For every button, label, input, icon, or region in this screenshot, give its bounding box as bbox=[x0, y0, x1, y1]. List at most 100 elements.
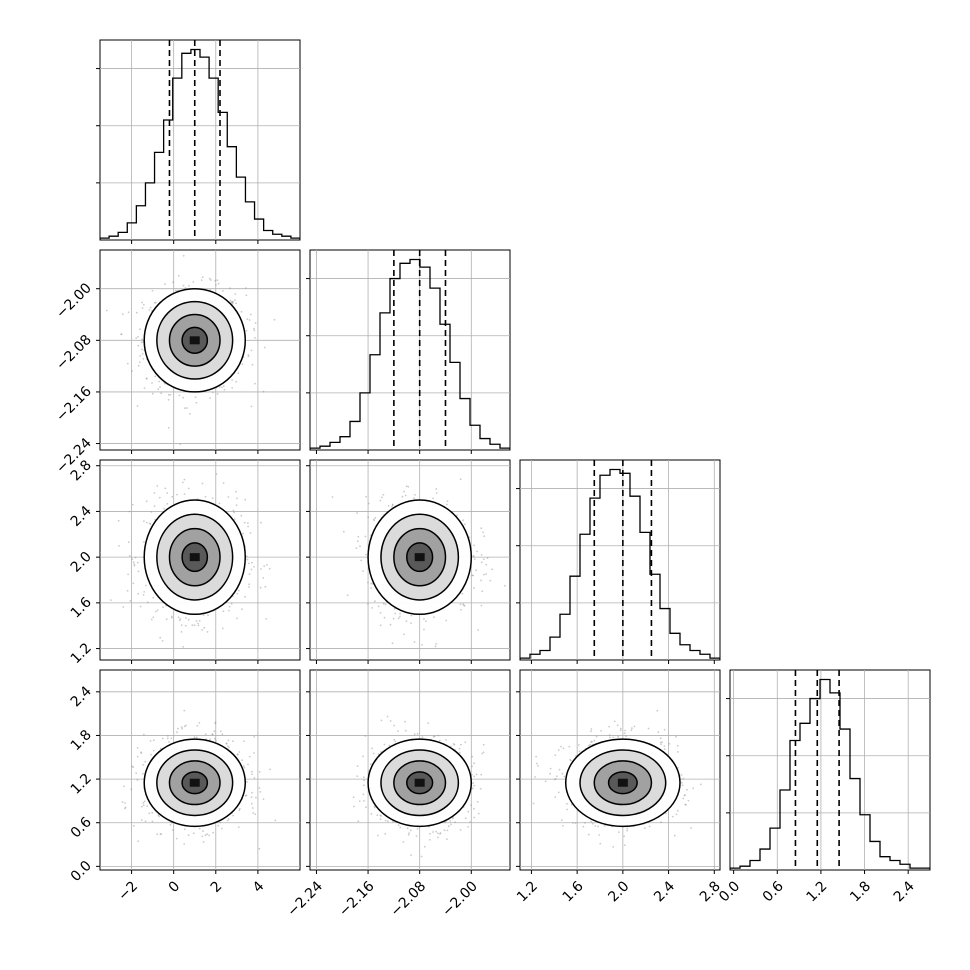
scatter-point bbox=[152, 739, 155, 742]
scatter-point bbox=[302, 802, 304, 804]
scatter-point bbox=[473, 775, 476, 778]
scatter-point bbox=[219, 821, 222, 824]
density-peak bbox=[189, 553, 200, 562]
scatter-point bbox=[182, 254, 185, 257]
scatter-point bbox=[132, 582, 135, 585]
scatter-point bbox=[220, 730, 222, 733]
scatter-point bbox=[240, 514, 243, 517]
scatter-point bbox=[432, 831, 434, 833]
scatter-point bbox=[148, 309, 151, 311]
scatter-point bbox=[126, 362, 129, 365]
scatter-point bbox=[260, 568, 262, 570]
scatter-point bbox=[377, 834, 379, 837]
scatter-point bbox=[245, 555, 248, 558]
scatter-point bbox=[180, 631, 183, 633]
scatter-point bbox=[208, 834, 211, 837]
scatter-point bbox=[259, 586, 262, 589]
scatter-point bbox=[475, 773, 478, 776]
scatter-point bbox=[133, 564, 136, 567]
scatter-point bbox=[665, 812, 667, 815]
scatter-point bbox=[128, 555, 131, 557]
scatter-point bbox=[623, 835, 625, 838]
scatter-point bbox=[471, 755, 474, 758]
scatter-point bbox=[456, 514, 458, 517]
scatter-point bbox=[140, 341, 143, 344]
scatter-point bbox=[208, 277, 211, 280]
scatter-point bbox=[356, 775, 359, 778]
scatter-point bbox=[476, 550, 478, 553]
scatter-point bbox=[175, 837, 178, 840]
scatter-point bbox=[218, 502, 221, 505]
scatter-point bbox=[143, 520, 145, 523]
scatter-point bbox=[150, 618, 153, 621]
scatter-point bbox=[399, 615, 401, 618]
scatter-point bbox=[408, 832, 410, 835]
scatter-point bbox=[724, 774, 726, 776]
scatter-point bbox=[214, 279, 217, 282]
scatter-point bbox=[416, 828, 419, 830]
scatter-point bbox=[238, 809, 241, 812]
scatter-point bbox=[383, 616, 386, 619]
scatter-point bbox=[145, 378, 148, 380]
scatter-point bbox=[405, 485, 408, 488]
scatter-point bbox=[128, 510, 131, 513]
scatter-point bbox=[557, 791, 560, 794]
scatter-point bbox=[472, 787, 474, 790]
scatter-point bbox=[386, 715, 389, 718]
scatter-point bbox=[248, 583, 251, 586]
scatter-point bbox=[394, 612, 396, 615]
scatter-point bbox=[245, 794, 248, 797]
scatter-point bbox=[187, 834, 190, 837]
scatter-point bbox=[434, 645, 437, 648]
scatter-point bbox=[110, 599, 112, 601]
scatter-point bbox=[166, 737, 169, 740]
scatter-point bbox=[167, 398, 170, 401]
scatter-point bbox=[380, 815, 382, 817]
scatter-point bbox=[181, 481, 184, 484]
scatter-point bbox=[251, 773, 254, 775]
scatter-point bbox=[136, 755, 139, 758]
scatter-point bbox=[370, 812, 373, 815]
density-peak bbox=[189, 778, 200, 787]
scatter-point bbox=[202, 841, 205, 843]
scatter-point bbox=[659, 741, 662, 744]
scatter-point bbox=[227, 496, 230, 498]
scatter-point bbox=[369, 763, 372, 765]
scatter-point bbox=[142, 772, 144, 775]
scatter-point bbox=[360, 559, 363, 562]
scatter-point bbox=[454, 821, 456, 824]
scatter-point bbox=[403, 490, 405, 493]
scatter-point bbox=[428, 454, 430, 456]
scatter-point bbox=[139, 355, 142, 357]
scatter-point bbox=[121, 313, 124, 316]
scatter-point bbox=[373, 806, 376, 809]
scatter-point bbox=[170, 615, 173, 618]
scatter-point bbox=[251, 791, 253, 794]
scatter-point bbox=[410, 614, 413, 617]
scatter-point bbox=[473, 587, 475, 589]
scatter-point bbox=[242, 765, 245, 767]
scatter-point bbox=[380, 719, 383, 722]
scatter-point bbox=[183, 478, 186, 481]
scatter-point bbox=[244, 595, 247, 598]
scatter-point bbox=[213, 730, 216, 733]
scatter-point bbox=[473, 816, 476, 819]
scatter-point bbox=[184, 624, 187, 627]
scatter-point bbox=[421, 644, 423, 646]
scatter-point bbox=[471, 765, 473, 768]
scatter-point bbox=[668, 742, 671, 745]
scatter-point bbox=[562, 825, 564, 827]
scatter-point bbox=[120, 333, 123, 335]
scatter-point bbox=[136, 779, 139, 781]
scatter-point bbox=[362, 793, 365, 796]
scatter-point bbox=[157, 388, 160, 391]
scatter-point bbox=[389, 720, 392, 722]
scatter-point bbox=[460, 609, 462, 611]
scatter-point bbox=[251, 807, 254, 809]
scatter-point bbox=[204, 733, 207, 736]
scatter-point bbox=[578, 744, 580, 746]
scatter-point bbox=[609, 736, 611, 739]
scatter-point bbox=[198, 722, 201, 724]
scatter-point bbox=[619, 727, 622, 730]
